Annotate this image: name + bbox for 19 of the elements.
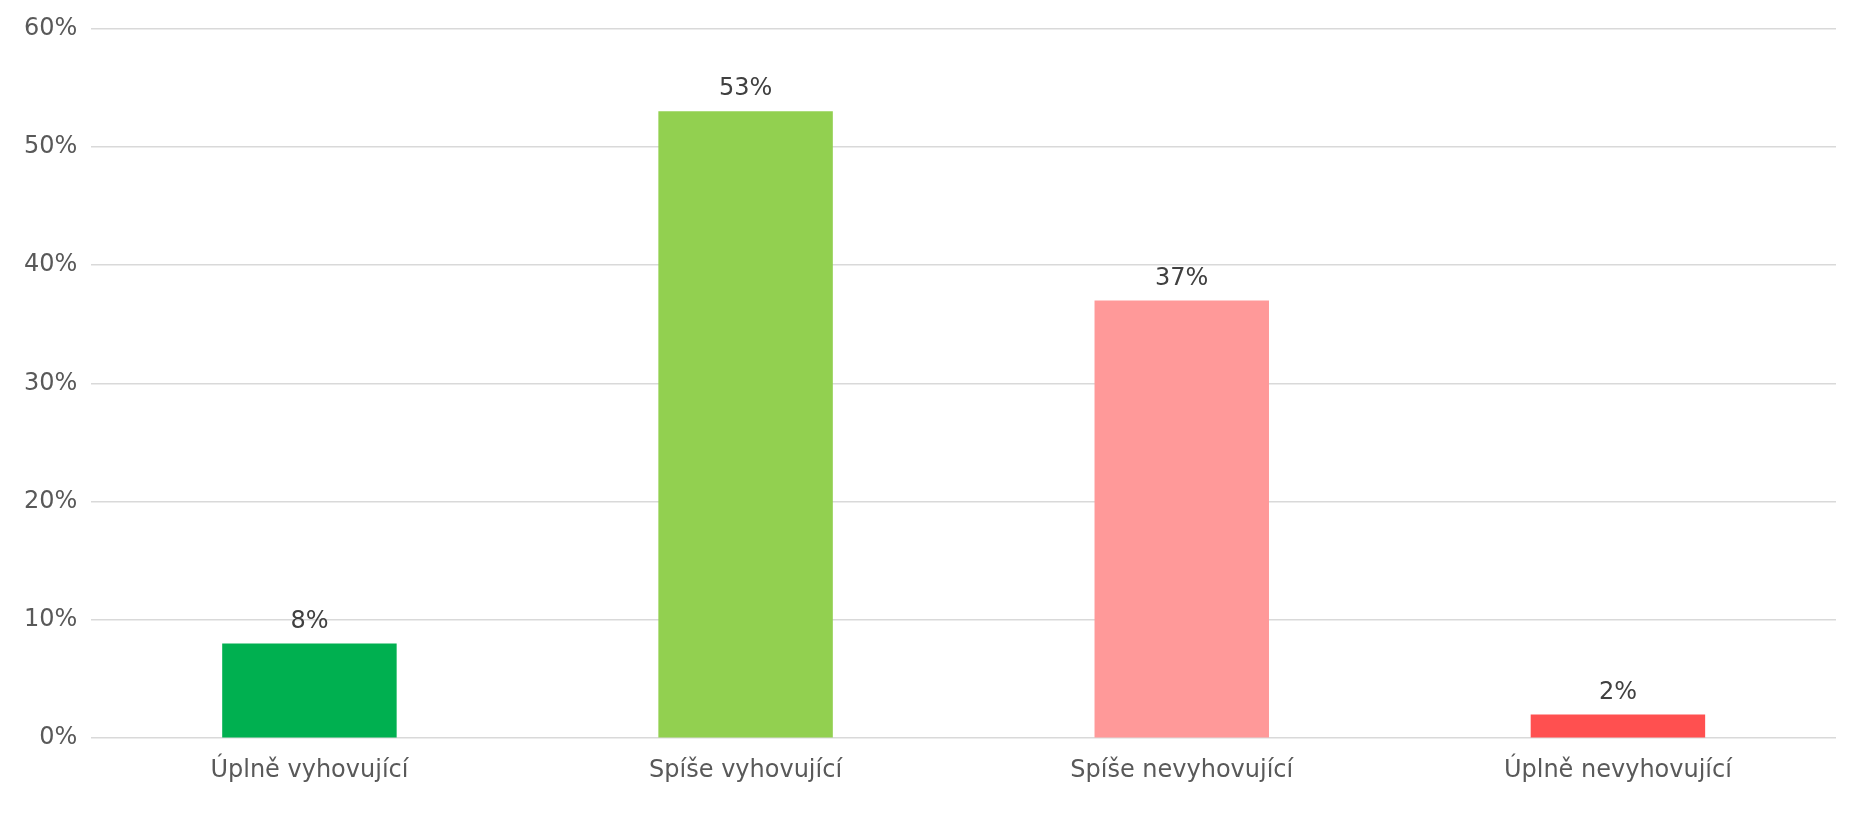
x-tick-label: Úplně nevyhovující <box>1503 752 1734 783</box>
bar <box>1094 300 1269 738</box>
y-tick-label: 30% <box>24 367 78 396</box>
bar <box>658 111 833 738</box>
data-label: 8% <box>290 605 329 634</box>
y-tick-label: 40% <box>24 249 78 278</box>
data-label: 2% <box>1598 676 1637 705</box>
y-tick-label: 60% <box>24 12 78 41</box>
y-tick-label: 10% <box>24 604 78 633</box>
x-tick-label: Úplně vyhovující <box>210 752 410 783</box>
x-tick-label: Spíše vyhovující <box>649 754 844 783</box>
x-tick-label: Spíše nevyhovující <box>1070 754 1295 783</box>
y-tick-label: 20% <box>24 485 78 514</box>
bar <box>222 643 397 738</box>
y-tick-label: 0% <box>39 722 78 751</box>
bar <box>1530 714 1706 738</box>
data-label: 37% <box>1155 262 1209 291</box>
y-tick-label: 50% <box>24 130 78 159</box>
data-label: 53% <box>718 73 773 102</box>
